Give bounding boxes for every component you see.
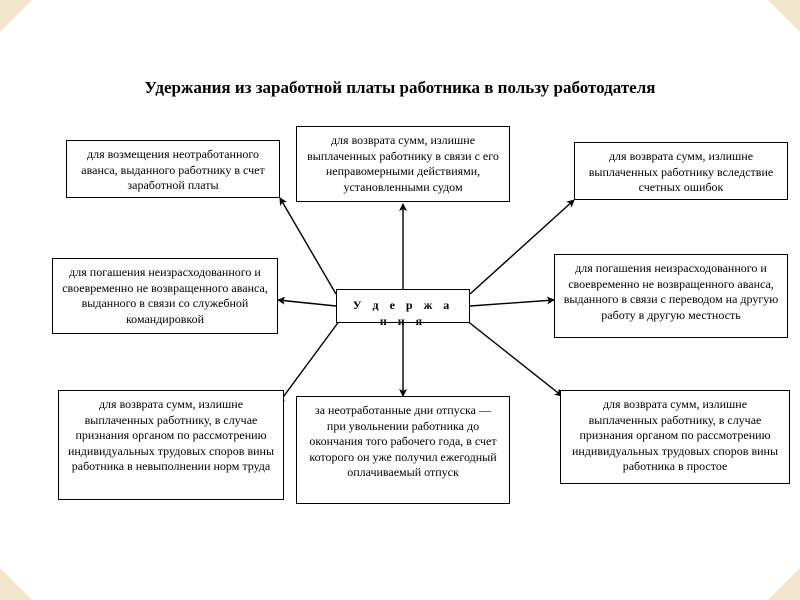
corner-decoration <box>0 568 32 600</box>
node-bottom: за неотработанные дни отпуска — при увол… <box>296 396 510 504</box>
node-top-right: для возврата сумм, излишне выплаченных р… <box>574 142 788 200</box>
node-bot-right: для возврата сумм, излишне выплаченных р… <box>560 390 790 484</box>
node-mid-left: для погашения неизрасходованного и своев… <box>52 258 278 334</box>
node-top-left: для возмещения неотработанного аванса, в… <box>66 140 280 198</box>
node-mid-right: для погашения неизрасходованного и своев… <box>554 254 788 338</box>
node-top: для возврата сумм, излишне выплаченных р… <box>296 126 510 202</box>
corner-decoration <box>0 0 32 32</box>
node-bot-left: для возврата сумм, излишне выплаченных р… <box>58 390 284 500</box>
page-title: Удержания из заработной платы работника … <box>0 78 800 98</box>
center-node: У д е р ж а н и я <box>336 289 470 323</box>
corner-decoration <box>768 568 800 600</box>
corner-decoration <box>768 0 800 32</box>
